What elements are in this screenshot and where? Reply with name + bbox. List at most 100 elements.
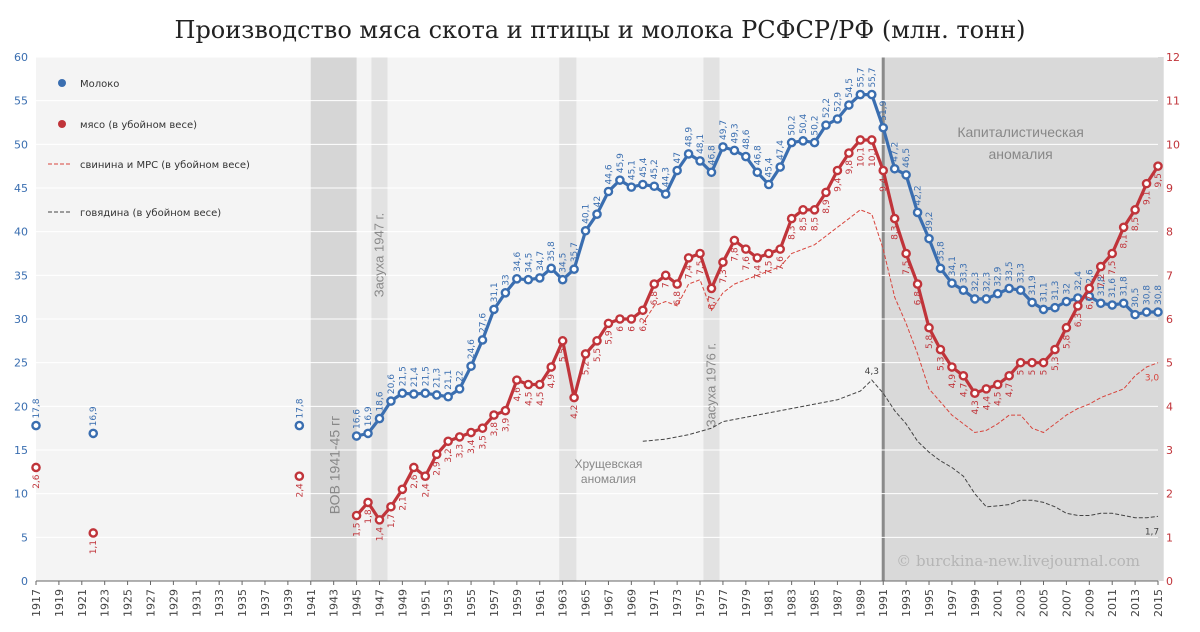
milk-point [1050, 302, 1060, 313]
x-tick-label: 1965 [580, 589, 593, 617]
milk-point [912, 207, 923, 218]
milk-data-label: 32,3 [982, 272, 992, 292]
meat-data-label: 3,3 [456, 444, 466, 458]
milk-data-label: 48,9 [685, 127, 695, 147]
milk-point [88, 428, 99, 439]
y-left-tick-label: 45 [14, 182, 28, 195]
series-line-pork [642, 209, 1159, 434]
milk-data-label: 46,5 [902, 148, 912, 168]
meat-point [1084, 283, 1095, 294]
x-tick-label: 1931 [190, 589, 203, 617]
milk-point [1141, 307, 1152, 317]
milk-point [409, 389, 419, 399]
milk-point [31, 420, 41, 431]
milk-point [706, 167, 717, 178]
x-tick-label: 1987 [831, 589, 844, 617]
annotation-khrushchev: аномалия [581, 472, 636, 486]
milk-point [844, 100, 854, 110]
y-right-tick-label: 11 [1166, 95, 1180, 108]
meat-point [409, 462, 419, 473]
milk-data-label: 20,6 [387, 374, 397, 394]
milk-point [489, 304, 499, 315]
series-end-label: 3,0 [1145, 374, 1160, 384]
milk-data-label: 32,9 [994, 266, 1004, 286]
milk-point [500, 287, 511, 298]
meat-data-label: 9,5 [1154, 173, 1164, 187]
y-right-tick-label: 8 [1166, 226, 1173, 239]
milk-data-label: 50,2 [811, 116, 821, 136]
milk-data-label: 33,3 [959, 263, 969, 283]
milk-data-label: 49,3 [730, 123, 740, 143]
x-tick-label: 1973 [671, 589, 684, 617]
meat-point [649, 279, 660, 289]
meat-point [592, 336, 602, 346]
milk-point [1118, 298, 1129, 309]
x-tick-label: 1953 [442, 589, 455, 617]
meat-data-label: 9,1 [1143, 191, 1153, 205]
meat-data-label: 9,4 [833, 177, 843, 192]
legend: Молоко мясо (в убойном весе) свинина и МРС… [48, 79, 250, 219]
meat-point [729, 235, 740, 246]
x-tick-label: 1927 [144, 589, 157, 617]
meat-data-label: 9,4 [879, 177, 889, 192]
milk-point [660, 189, 671, 199]
x-tick-label: 1919 [53, 589, 66, 617]
meat-point [615, 314, 625, 324]
meat-data-label: 4,9 [948, 374, 958, 389]
meat-point [637, 305, 648, 316]
milk-data-label: 39,2 [925, 212, 935, 232]
meat-data-label: 8,3 [788, 226, 798, 240]
meat-point [1004, 370, 1014, 381]
meat-data-label: 4,7 [959, 383, 969, 397]
milk-point [1130, 309, 1140, 320]
x-tick-label: 1917 [30, 589, 43, 617]
y-left-tick-label: 20 [14, 400, 28, 413]
milk-data-label: 40,1 [582, 204, 592, 224]
meat-data-label: 6 [616, 326, 626, 332]
meat-data-label: 7,4 [753, 265, 763, 280]
x-tick-label: 1963 [557, 589, 570, 617]
milk-point [970, 294, 980, 304]
meat-data-label: 2,1 [398, 496, 408, 510]
x-tick-label: 1967 [602, 589, 615, 617]
meat-point [580, 349, 591, 359]
meat-point [363, 497, 373, 508]
milk-point [454, 384, 465, 394]
meat-point [763, 248, 774, 259]
meat-data-label: 2,9 [433, 461, 443, 476]
milk-data-label: 34,6 [513, 252, 523, 272]
milk-data-label: 54,5 [845, 78, 855, 98]
x-tick-label: 1979 [740, 589, 753, 617]
meat-data-label: 6,3 [1074, 313, 1084, 327]
meat-data-label: 3,4 [467, 439, 477, 454]
x-tick-label: 1991 [877, 589, 890, 617]
meat-data-label: 2,4 [421, 483, 431, 498]
annotation-capitalist: Капиталистическая [957, 124, 1084, 140]
meat-data-label: 3,8 [490, 422, 500, 437]
meat-point [672, 279, 682, 289]
y-left-tick-label: 15 [14, 444, 28, 457]
milk-point [798, 136, 808, 146]
legend-label: мясо (в убойном весе) [80, 120, 197, 131]
y-right-tick-label: 10 [1166, 138, 1180, 151]
x-tick-label: 2003 [1015, 589, 1028, 617]
meat-point [1107, 248, 1118, 259]
meat-point [88, 528, 99, 538]
meat-data-label: 5,5 [559, 348, 569, 362]
milk-point [523, 274, 534, 285]
milk-data-label: 32,4 [1074, 271, 1084, 291]
milk-data-label: 44,3 [662, 167, 672, 187]
milk-point [1038, 304, 1049, 315]
y-left-tick-label: 50 [14, 138, 28, 151]
y-right-tick-label: 1 [1166, 531, 1173, 544]
x-tick-label: 1961 [534, 589, 547, 617]
milk-point [1061, 296, 1072, 307]
meat-point [947, 362, 957, 372]
milk-data-label: 33,3 [1017, 263, 1027, 283]
milk-data-label: 21,1 [444, 370, 454, 390]
milk-data-label: 21,5 [398, 366, 408, 386]
meat-data-label: 3,2 [444, 448, 454, 462]
milk-point [580, 225, 591, 236]
milk-data-label: 34,5 [524, 253, 534, 273]
milk-data-label: 17,8 [32, 398, 42, 418]
